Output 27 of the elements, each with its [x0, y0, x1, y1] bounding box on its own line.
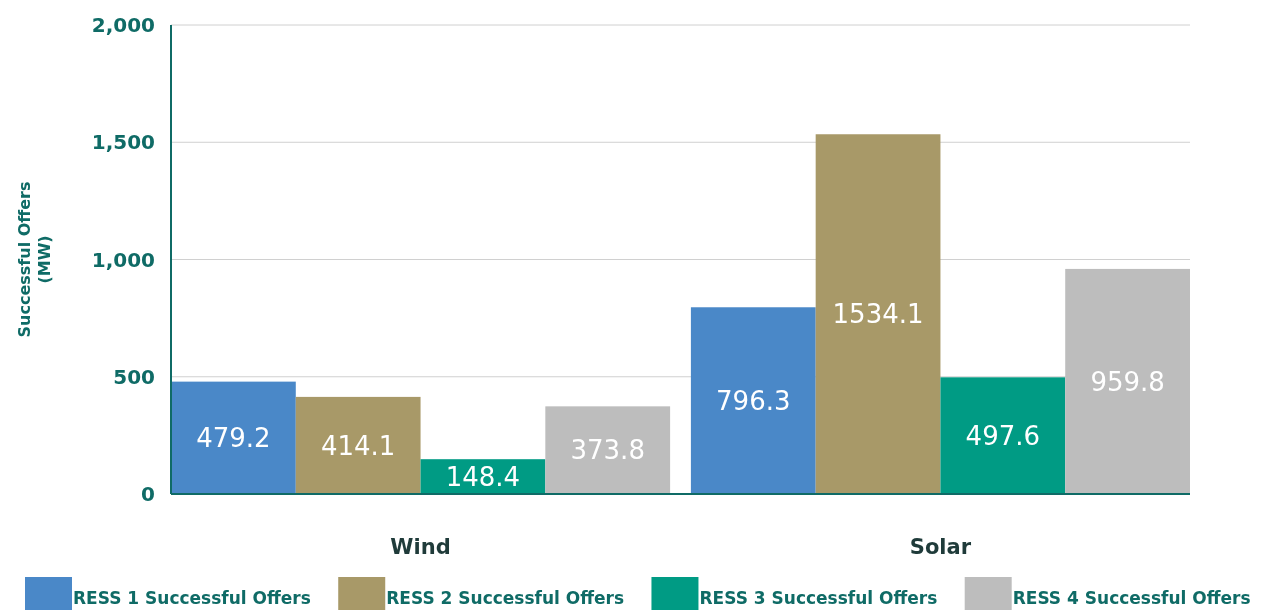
y-axis-title: Successful Offers (MW): [15, 181, 54, 338]
y-tick-label: 500: [113, 364, 155, 389]
y-tick-label: 1,000: [91, 247, 155, 272]
data-label: 1534.1: [832, 299, 924, 330]
data-label: 373.8: [570, 435, 645, 466]
bar: [171, 381, 296, 494]
y-tick-label: 2,000: [91, 13, 155, 37]
bar: [690, 307, 816, 494]
data-label: 796.3: [716, 385, 791, 416]
data-label: 479.2: [196, 422, 271, 453]
legend-label: RESS 4 Successful Offers: [1012, 587, 1251, 608]
bar: [815, 134, 941, 494]
y-tick-label: 1,500: [91, 130, 155, 155]
legend-label: RESS 2 Successful Offers: [386, 587, 625, 608]
x-tick-label: Solar: [909, 535, 972, 559]
data-label: 414.1: [320, 430, 396, 461]
data-label: 148.4: [445, 461, 521, 492]
data-label: 497.6: [965, 420, 1041, 451]
bar: [545, 406, 671, 494]
bar: [1065, 268, 1190, 494]
data-label: 959.8: [1090, 366, 1165, 397]
legend-label: RESS 3 Successful Offers: [699, 587, 938, 608]
y-tick-label: 0: [141, 482, 155, 506]
legend-label: RESS 1 Successful Offers: [73, 587, 311, 608]
x-tick-label: Wind: [390, 535, 451, 559]
bar: [295, 396, 421, 494]
bar: [940, 377, 1066, 494]
